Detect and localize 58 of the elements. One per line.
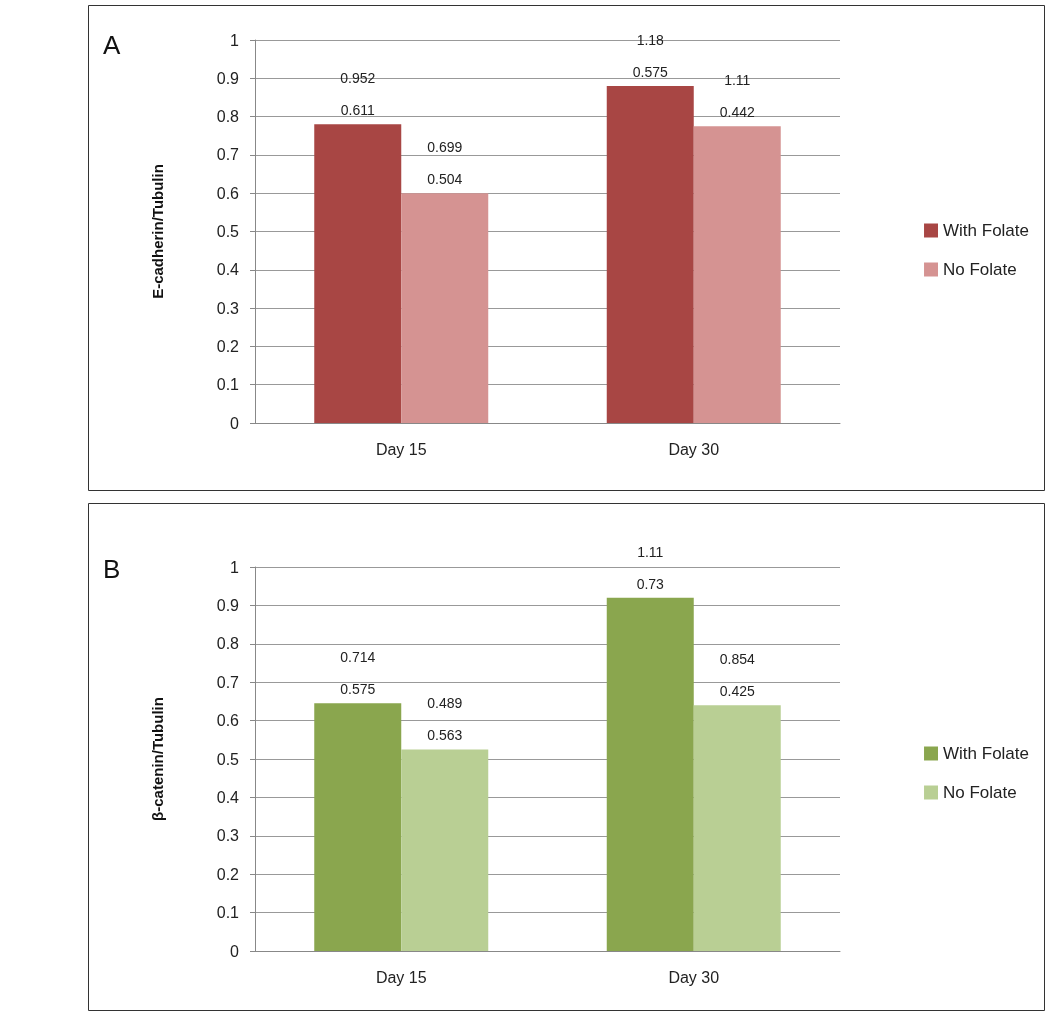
y-tick-label: 0.2 (216, 337, 240, 355)
x-tick-label: Day 15 (375, 440, 427, 458)
y-tick-label: 0.1 (216, 376, 240, 394)
x-tick-label: Day 30 (668, 968, 720, 986)
x-tick-label: Day 30 (668, 440, 720, 458)
annotation: 0.442 (719, 104, 755, 121)
bar (693, 705, 781, 951)
y-tick-label: 0.6 (216, 184, 240, 202)
y-tick-label: 0.8 (216, 108, 240, 126)
legend-label: With Folate (943, 744, 1030, 763)
legend-label: No Folate (943, 783, 1017, 802)
y-axis-title: β-catenin/Tubulin (149, 697, 166, 821)
annotation: 0.714 (340, 649, 376, 666)
y-tick-label: 0 (230, 414, 240, 432)
y-tick-label: 1 (230, 31, 240, 49)
y-tick-label: 0.1 (216, 904, 240, 922)
bar (314, 124, 402, 423)
y-tick-label: 0.9 (216, 69, 240, 87)
y-tick-label: 0.7 (216, 673, 240, 691)
y-tick-label: 0.8 (216, 635, 240, 653)
y-tick-label: 0.9 (216, 596, 240, 614)
y-tick-label: 0.3 (216, 827, 240, 845)
annotation: 0.504 (427, 171, 463, 188)
annotation: 0.952 (340, 70, 376, 87)
y-tick-label: 1 (230, 558, 240, 576)
annotation: 1.11 (724, 72, 751, 89)
legend-label: No Folate (943, 260, 1017, 279)
annotation: 0.73 (636, 575, 665, 592)
annotation: 0.575 (632, 63, 668, 80)
y-tick-label: 0.4 (216, 788, 240, 806)
annotation: 0.611 (340, 102, 375, 119)
text: 1.11 (637, 543, 664, 560)
annotation: 0.563 (427, 727, 463, 744)
y-tick-label: 0.2 (216, 865, 240, 883)
y-tick-label: 0.3 (216, 299, 240, 317)
x-tick-label: Day 15 (375, 968, 427, 986)
bar (693, 126, 781, 423)
y-tick-label: 0 (230, 942, 240, 960)
legend-label: With Folate (943, 221, 1030, 240)
bar (606, 85, 694, 423)
chart-title: A (103, 30, 121, 60)
y-tick-label: 0.7 (216, 146, 240, 164)
annotation: 0.699 (427, 139, 463, 156)
y-tick-label: 0.6 (216, 712, 240, 730)
y-tick-label: 0.5 (216, 750, 240, 768)
annotation: 0.575 (340, 681, 376, 698)
bar (401, 193, 489, 423)
y-axis-title: E-cadherin/Tubulin (149, 164, 166, 299)
bar (606, 597, 694, 951)
bar (314, 703, 402, 951)
annotation: 1.18 (636, 31, 665, 48)
annotation: 0.489 (427, 695, 463, 712)
bar (401, 749, 489, 951)
annotation: 0.425 (719, 683, 755, 700)
y-tick-label: 0.5 (216, 223, 240, 240)
y-tick-label: 0.4 (216, 261, 240, 279)
chart-title: B (103, 554, 121, 584)
annotation: 0.854 (719, 651, 755, 668)
